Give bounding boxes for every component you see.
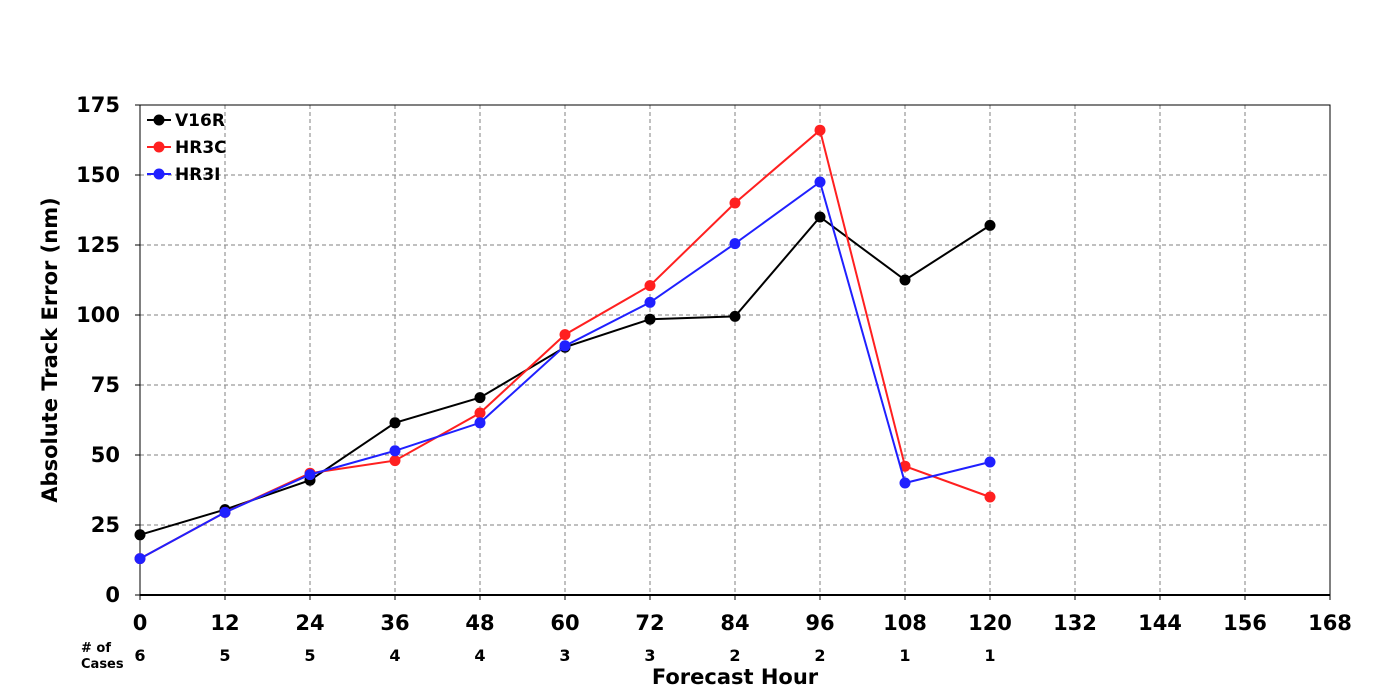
cases-label: # of [81,641,111,656]
data-point [304,469,316,481]
data-point [474,407,486,419]
data-point [814,211,826,223]
x-tick-label: 144 [1138,611,1182,635]
legend-label: V16R [175,111,225,131]
y-tick-label: 25 [91,513,120,537]
cases-count: 4 [389,646,400,665]
data-point [814,176,826,188]
series-line [139,215,991,536]
cases-count: 2 [729,646,740,665]
data-point [474,417,486,429]
cases-count: 5 [219,646,230,665]
x-tick-label: 24 [295,611,324,635]
x-tick-label: 12 [210,611,239,635]
x-tick-label: 60 [550,611,579,635]
data-point [899,274,911,286]
data-point [729,197,741,209]
cases-count: 6 [134,646,145,665]
x-tick-label: 108 [883,611,927,635]
data-point [389,455,401,467]
cases-label: Cases [81,657,124,672]
cases-count: 5 [304,646,315,665]
data-point [474,392,486,404]
cases-count: 3 [559,646,570,665]
data-point [644,280,656,292]
legend: V16R HR3C HR3I [147,111,227,185]
y-tick-label: 175 [76,93,120,117]
x-tick-label: 36 [380,611,409,635]
data-point [984,491,996,503]
data-point [134,553,146,565]
x-tick-label: 132 [1053,611,1097,635]
grid-lines [140,105,1330,596]
legend-label: HR3C [175,138,227,158]
data-point [389,417,401,429]
x-tick-label: 72 [635,611,664,635]
data-point [559,329,571,341]
data-point [219,506,231,518]
y-tick-label: 100 [76,303,120,327]
data-point [644,296,656,308]
data-point [899,460,911,472]
data-point [984,219,996,231]
y-tick-label: 0 [105,583,120,607]
data-point [729,238,741,250]
data-point [644,313,656,325]
y-tick-label: 50 [91,443,120,467]
cases-count: 1 [899,646,910,665]
data-point [559,340,571,352]
cases-count: 2 [814,646,825,665]
y-tick-label: 150 [76,163,120,187]
y-axis-ticks: 0 25 50 75 100 125 150 175 [76,93,140,607]
series-group [134,124,996,565]
data-point [984,456,996,468]
y-axis-title: Absolute Track Error (nm) [38,197,62,502]
data-point [899,477,911,489]
x-tick-label: 84 [720,611,749,635]
x-tick-label: 48 [465,611,494,635]
x-axis-title: Forecast Hour [652,665,819,689]
legend-marker [153,168,165,180]
x-tick-label: 168 [1308,611,1352,635]
x-tick-label: 96 [805,611,834,635]
y-tick-label: 75 [91,373,120,397]
cases-count: 3 [644,646,655,665]
data-point [814,124,826,136]
y-tick-label: 125 [76,233,120,257]
cases-count: 1 [984,646,995,665]
legend-marker [153,141,165,153]
x-tick-label: 156 [1223,611,1267,635]
x-axis-ticks: 0 12 24 36 48 60 72 84 96 108 120 132 144 156 168 [133,595,1352,635]
legend-label: HR3I [175,165,220,185]
data-point [389,445,401,457]
cases-count: 4 [474,646,485,665]
series-hr3i [134,176,996,565]
data-point [729,310,741,322]
legend-marker [153,114,165,126]
x-tick-label: 0 [133,611,148,635]
x-tick-label: 120 [968,611,1012,635]
data-point [134,529,146,541]
